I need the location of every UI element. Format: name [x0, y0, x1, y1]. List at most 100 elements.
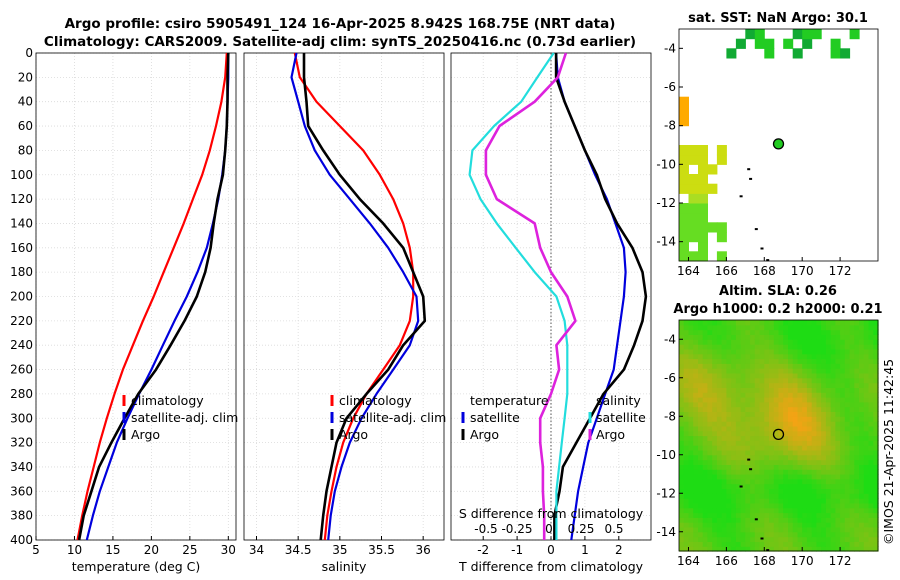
map-cell	[731, 324, 737, 331]
map-cell	[764, 469, 770, 475]
map-cell	[754, 38, 765, 49]
map-cell	[873, 430, 879, 437]
map-cell	[840, 358, 846, 364]
map-cell	[816, 464, 822, 470]
map-cell	[844, 358, 851, 364]
map-cell	[802, 382, 808, 388]
map-cell	[679, 164, 689, 175]
map-cell	[716, 469, 723, 475]
map-cell	[821, 382, 827, 388]
map-cell	[745, 478, 751, 485]
map-cell	[840, 48, 851, 59]
map-cell	[830, 416, 836, 422]
map-cell	[797, 363, 803, 369]
map-cell	[816, 372, 822, 379]
map-cell	[740, 449, 746, 456]
y-tick-label: 180	[10, 265, 33, 279]
map-cell	[707, 183, 718, 194]
map-cell	[783, 329, 789, 335]
map-cell	[745, 392, 751, 398]
map-cell	[707, 425, 713, 432]
map-cell	[750, 353, 756, 360]
map-cell	[726, 449, 732, 456]
map-cell	[849, 421, 855, 427]
map-cell	[797, 546, 803, 552]
map-cell	[683, 430, 689, 437]
map-cell	[698, 522, 704, 528]
map-cell	[731, 440, 737, 446]
map-cell	[854, 411, 860, 417]
map-cell	[778, 324, 784, 331]
map-cell	[693, 454, 699, 461]
map-cell	[716, 222, 727, 233]
map-cell	[735, 517, 742, 523]
map-cell	[773, 440, 780, 446]
map-cell	[754, 459, 761, 465]
map-cell	[716, 541, 723, 547]
map-cell	[693, 445, 699, 451]
map-cell	[783, 483, 789, 489]
map-cell	[759, 478, 765, 485]
map-cell	[778, 512, 784, 518]
map-cell	[707, 449, 713, 456]
map-cell	[806, 425, 813, 432]
map-cell	[830, 344, 836, 350]
map-cell	[868, 493, 874, 499]
map-cell	[816, 526, 822, 533]
map-cell	[745, 387, 751, 393]
map-cell	[821, 478, 827, 485]
map-cell	[693, 421, 699, 427]
map-cell	[825, 416, 832, 422]
map-cell	[726, 363, 732, 369]
map-cell	[797, 459, 803, 465]
map-cell	[840, 531, 846, 538]
map-cell	[750, 464, 756, 470]
map-cell	[721, 377, 727, 384]
map-cell	[825, 488, 832, 494]
map-cell	[745, 344, 751, 350]
map-cell	[873, 329, 879, 335]
map-cell	[835, 435, 841, 441]
map-cell	[693, 329, 699, 335]
map-cell	[806, 517, 813, 523]
map-cell	[859, 320, 865, 326]
map-cell	[863, 454, 870, 461]
map-cell	[773, 469, 780, 475]
map-cell	[688, 459, 694, 465]
map-cell	[721, 421, 727, 427]
map-cell	[835, 358, 841, 364]
map-cell	[759, 421, 765, 427]
map-cell	[816, 397, 822, 403]
map-cell	[702, 425, 708, 432]
map-cell	[735, 464, 742, 470]
map-cell	[769, 377, 775, 384]
map-cell	[726, 478, 732, 485]
map-cell	[802, 517, 808, 523]
map-cell	[740, 522, 746, 528]
map-cell	[740, 498, 746, 504]
map-cell	[707, 536, 713, 542]
map-cell	[702, 546, 708, 552]
map-cell	[735, 449, 742, 456]
map-cell	[783, 353, 789, 360]
map-cell	[740, 397, 746, 403]
map-cell	[854, 502, 860, 509]
map-cell	[754, 406, 761, 412]
map-cell	[754, 483, 761, 489]
map-cell	[859, 502, 865, 509]
y-tick-label: 360	[10, 484, 33, 498]
map-cell	[702, 421, 708, 427]
map-cell	[859, 377, 865, 384]
map-cell	[688, 483, 694, 489]
map-cell	[844, 522, 851, 528]
map-cell	[811, 387, 817, 393]
map-cell	[806, 421, 813, 427]
map-cell	[873, 387, 879, 393]
y-tick-label: -14	[656, 235, 676, 249]
map-cell	[873, 498, 879, 504]
map-cell	[693, 416, 699, 422]
map-cell	[769, 387, 775, 393]
map-cell	[702, 454, 708, 461]
map-cell	[844, 498, 851, 504]
map-cell	[679, 203, 689, 214]
